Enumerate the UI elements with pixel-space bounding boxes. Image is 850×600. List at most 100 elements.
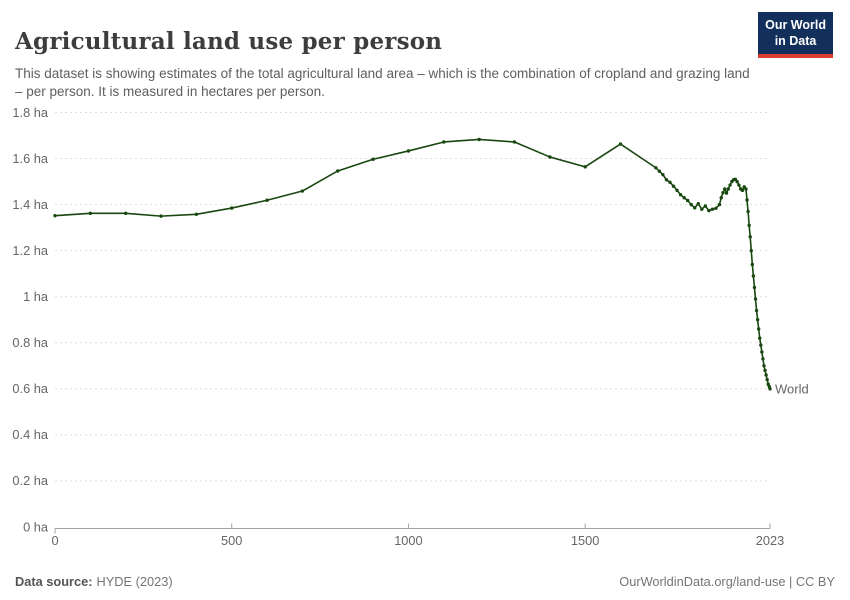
y-tick-label: 0.4 ha — [12, 427, 48, 442]
data-point — [512, 140, 517, 144]
data-point — [740, 188, 745, 193]
data-point — [749, 248, 753, 253]
data-point — [123, 211, 128, 216]
data-point — [735, 179, 739, 184]
data-point — [682, 196, 686, 200]
data-point — [724, 191, 729, 195]
data-point — [693, 206, 697, 210]
x-tick-label: 1000 — [394, 533, 422, 548]
data-point — [583, 165, 587, 169]
data-point — [733, 177, 738, 181]
data-point — [442, 140, 446, 144]
data-point — [765, 377, 769, 382]
data-point — [745, 198, 749, 202]
credit-link[interactable]: OurWorldinData.org/land-use | CC BY — [619, 574, 835, 589]
data-source-value: HYDE (2023) — [96, 574, 173, 589]
data-point — [714, 206, 718, 210]
data-point — [754, 308, 759, 313]
data-point — [764, 373, 768, 377]
x-tick-label: 500 — [221, 533, 242, 548]
data-point — [336, 169, 340, 173]
y-tick-label: 0.6 ha — [12, 381, 48, 396]
x-tick-label: 0 — [51, 533, 58, 548]
data-point — [678, 193, 683, 197]
data-point — [755, 318, 760, 322]
data-point — [762, 364, 766, 368]
data-point — [689, 202, 693, 207]
data-point — [746, 209, 750, 214]
y-gridlines — [55, 112, 770, 482]
data-point — [477, 137, 481, 142]
world-line[interactable] — [54, 138, 771, 390]
y-tick-label: 0.8 ha — [12, 335, 48, 350]
data-point — [751, 274, 756, 278]
page-title: Agricultural land use per person — [15, 28, 443, 56]
data-point — [53, 213, 57, 218]
logo-text-line1: Our World — [765, 18, 826, 32]
owid-logo[interactable]: Our World in Data — [758, 12, 833, 58]
data-point — [759, 343, 763, 347]
data-point — [88, 211, 93, 216]
data-point — [760, 350, 764, 354]
data-point — [661, 172, 665, 177]
data-point — [747, 223, 751, 228]
data-point — [675, 188, 679, 193]
y-tick-label: 1 ha — [23, 289, 49, 304]
data-point — [664, 178, 669, 182]
data-point — [758, 336, 762, 340]
data-point — [719, 196, 723, 200]
data-point — [723, 187, 727, 191]
data-point — [753, 297, 758, 301]
data-point — [744, 187, 748, 191]
data-point — [763, 368, 767, 373]
data-point — [752, 285, 757, 290]
y-tick-label: 0 ha — [23, 519, 49, 534]
logo-text-line2: in Data — [774, 34, 817, 49]
data-point — [721, 190, 725, 195]
data-point — [750, 262, 755, 267]
data-point — [737, 183, 741, 187]
data-point — [194, 212, 199, 216]
y-tick-label: 1.8 ha — [12, 105, 48, 120]
data-point — [717, 202, 722, 207]
x-axis-labels: 0 500 1000 1500 2023 — [51, 533, 784, 548]
y-tick-label: 0.2 ha — [12, 473, 48, 488]
data-point — [668, 180, 672, 184]
x-tick-label: 1500 — [571, 533, 599, 548]
data-point — [159, 214, 163, 218]
footer: Data source: HYDE (2023) OurWorldinData.o… — [15, 574, 835, 589]
data-source-label: Data source: — [15, 574, 93, 589]
world-series-label: World — [775, 381, 809, 396]
data-point — [300, 189, 305, 193]
data-point — [265, 198, 269, 202]
data-point — [761, 357, 765, 361]
y-tick-label: 1.2 ha — [12, 243, 48, 258]
data-point — [406, 149, 411, 153]
data-point — [618, 142, 623, 146]
x-axis — [54, 523, 771, 534]
data-point — [756, 327, 761, 331]
data-point — [726, 187, 730, 191]
y-tick-label: 1.4 ha — [12, 197, 48, 212]
data-source: Data source: HYDE (2023) — [15, 574, 173, 589]
data-point — [671, 184, 676, 188]
data-point — [700, 207, 704, 211]
data-point — [707, 208, 711, 213]
y-tick-label: 1.6 ha — [12, 151, 48, 166]
x-tick-label: 2023 — [756, 533, 784, 548]
data-point — [728, 183, 732, 187]
data-point — [703, 204, 708, 208]
data-point — [685, 198, 690, 203]
data-point — [748, 235, 752, 239]
data-point — [548, 155, 552, 159]
data-point — [654, 166, 658, 170]
data-point — [657, 169, 662, 173]
y-axis-labels: 0 ha 0.2 ha 0.4 ha 0.6 ha 0.8 ha 1 ha 1.2 ha 1.… — [12, 105, 49, 534]
data-point — [710, 207, 715, 211]
data-point — [768, 387, 772, 391]
data-point — [696, 201, 700, 206]
world-markers[interactable] — [53, 137, 772, 391]
data-point — [371, 157, 375, 161]
